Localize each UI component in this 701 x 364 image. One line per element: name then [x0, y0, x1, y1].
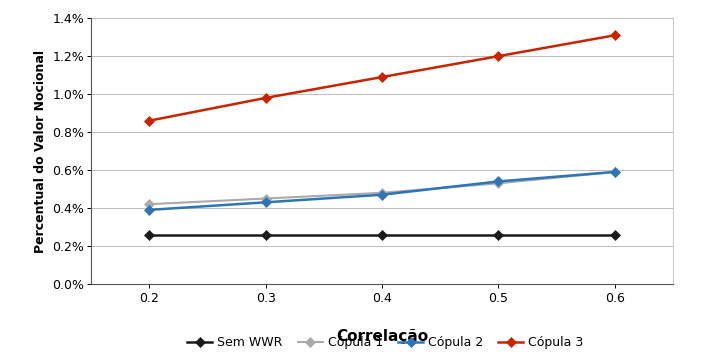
Line: Cópula 3: Cópula 3: [146, 32, 618, 124]
Cópula 2: [261, 200, 270, 205]
Cópula 2: [494, 179, 503, 183]
Cópula 1: [261, 196, 270, 201]
Sem WWR: [494, 232, 503, 237]
Cópula 2: [378, 193, 386, 197]
Y-axis label: Percentual do Valor Nocional: Percentual do Valor Nocional: [34, 50, 47, 253]
Text: Correlação: Correlação: [336, 329, 428, 344]
Cópula 2: [145, 208, 154, 212]
Sem WWR: [145, 232, 154, 237]
Sem WWR: [378, 232, 386, 237]
Cópula 1: [145, 202, 154, 206]
Cópula 1: [611, 170, 619, 174]
Cópula 3: [611, 33, 619, 37]
Sem WWR: [261, 232, 270, 237]
Cópula 1: [494, 181, 503, 186]
Line: Cópula 2: Cópula 2: [146, 169, 618, 213]
Legend: Sem WWR, Cópula 1, Cópula 2, Cópula 3: Sem WWR, Cópula 1, Cópula 2, Cópula 3: [182, 331, 589, 354]
Cópula 3: [145, 119, 154, 123]
Line: Sem WWR: Sem WWR: [146, 231, 618, 238]
Cópula 1: [378, 191, 386, 195]
Line: Cópula 1: Cópula 1: [146, 169, 618, 208]
Cópula 3: [378, 75, 386, 79]
Cópula 3: [261, 96, 270, 100]
Cópula 3: [494, 54, 503, 58]
Cópula 2: [611, 170, 619, 174]
Sem WWR: [611, 232, 619, 237]
